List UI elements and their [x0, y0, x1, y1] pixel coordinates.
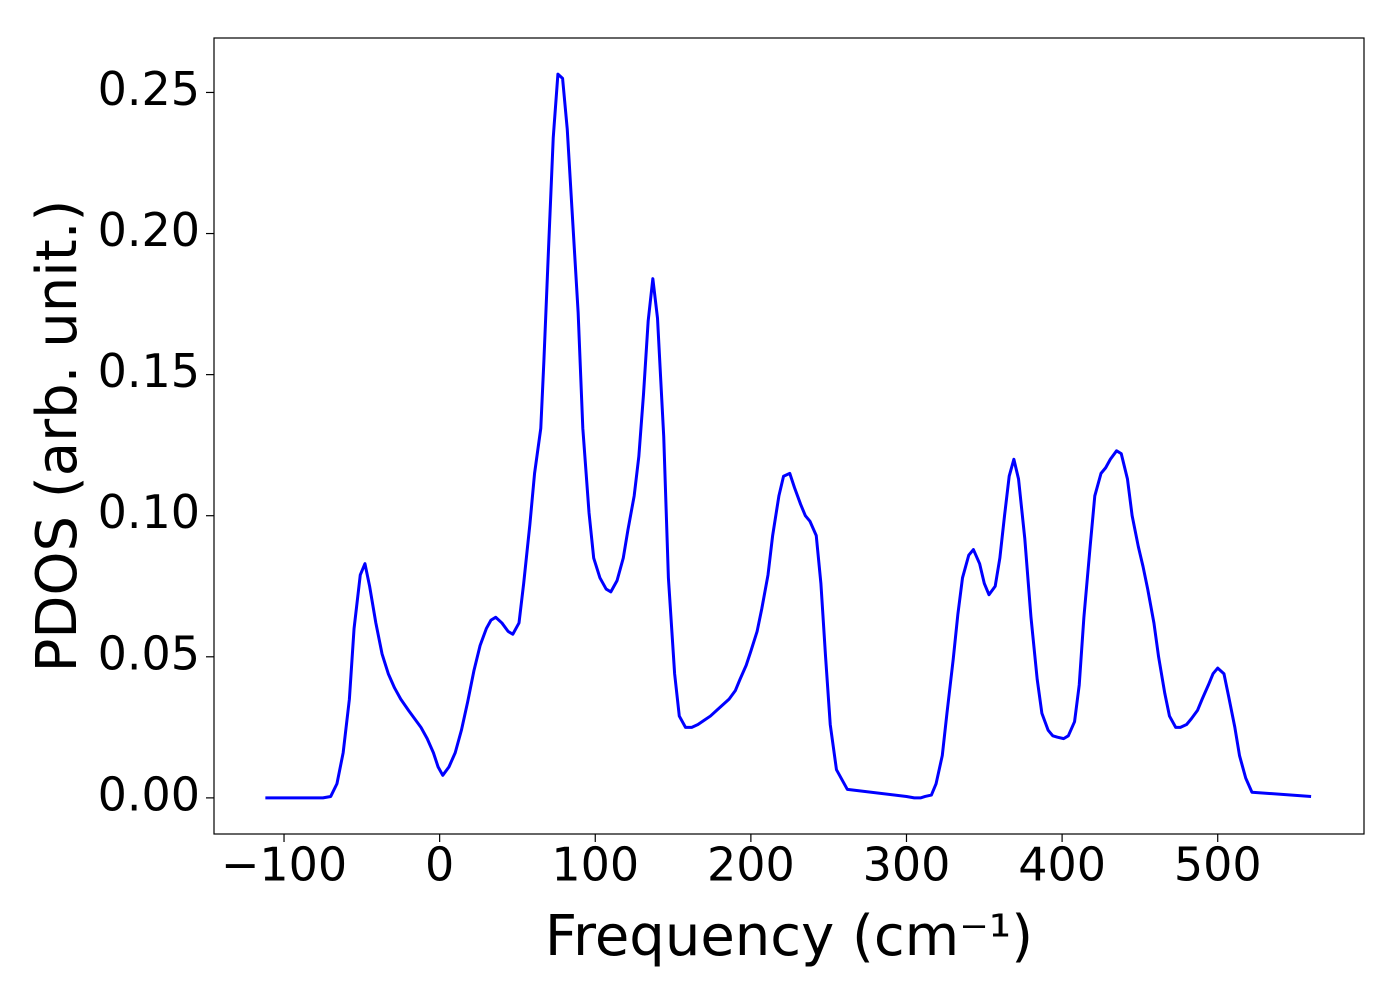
x-tick-label: 400: [1018, 838, 1106, 892]
x-tick-label: 200: [707, 838, 795, 892]
y-tick-label: 0.20: [98, 203, 200, 257]
x-tick-label: −100: [221, 838, 347, 892]
y-tick-label: 0.00: [98, 767, 200, 821]
x-tick-label: 100: [551, 838, 639, 892]
y-tick-label: 0.10: [98, 485, 200, 539]
x-tick-label: 500: [1174, 838, 1262, 892]
line: [265, 72, 1312, 800]
y-tick-label: 0.25: [98, 62, 200, 116]
y-tick-label: 0.05: [98, 626, 200, 680]
plot-frame: [213, 37, 1365, 835]
y-axis-label: PDOS (arb. unit.): [25, 200, 90, 673]
y-tick-label: 0.15: [98, 344, 200, 398]
x-axis-label: Frequency (cm⁻¹): [545, 904, 1033, 969]
x-tick-label: 300: [863, 838, 951, 892]
x-tick-label: 0: [425, 838, 454, 892]
